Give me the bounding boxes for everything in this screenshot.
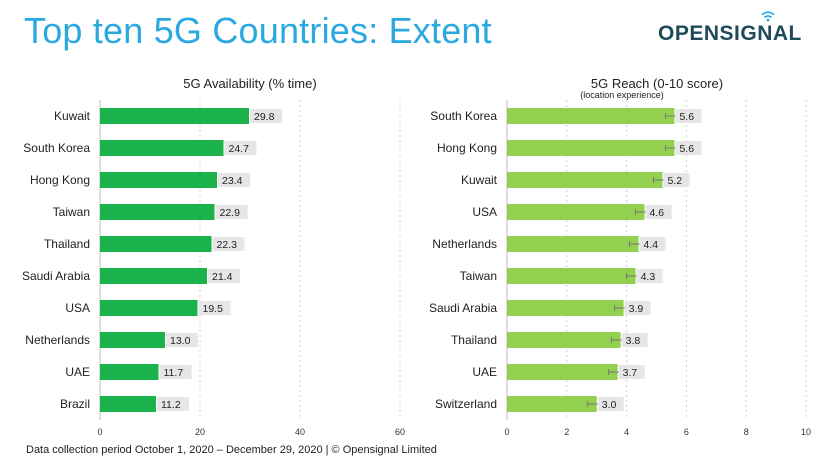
left-category-label: Saudi Arabia (22, 269, 90, 283)
right-tick-label: 6 (684, 427, 689, 437)
left-category-label: Kuwait (54, 109, 91, 123)
right-data-label: 3.0 (602, 399, 617, 411)
right-category-label: Switzerland (435, 397, 497, 411)
right-data-label-bg (618, 365, 645, 379)
right-category-label: Taiwan (460, 269, 497, 283)
left-data-label: 19.5 (203, 303, 224, 315)
left-data-label-bg (212, 237, 245, 251)
right-tick-label: 0 (504, 427, 509, 437)
left-bar (100, 204, 215, 220)
right-data-label-bg (639, 237, 666, 251)
left-data-label: 11.2 (161, 399, 181, 411)
right-data-label: 4.4 (644, 239, 659, 251)
left-bar (100, 236, 212, 252)
left-chart-title: 5G Availability (% time) (183, 76, 317, 91)
right-data-label-bg (621, 333, 648, 347)
left-data-label-bg (208, 269, 240, 283)
right-bar (507, 268, 636, 284)
right-data-label-bg (636, 269, 663, 283)
left-bar (100, 172, 217, 188)
right-bar (507, 300, 624, 316)
left-category-label: Taiwan (53, 205, 90, 219)
left-data-label-bg (218, 173, 250, 187)
left-bar (100, 108, 249, 124)
left-data-label: 22.3 (217, 239, 238, 251)
left-tick-label: 60 (395, 427, 405, 437)
left-bar (100, 364, 159, 380)
right-bar (507, 236, 639, 252)
left-data-label: 29.8 (254, 111, 275, 123)
right-data-label-bg (624, 301, 651, 315)
left-tick-label: 20 (195, 427, 205, 437)
right-bar (507, 172, 663, 188)
right-tick-label: 4 (624, 427, 629, 437)
left-data-label: 24.7 (229, 143, 250, 155)
footer-note: Data collection period October 1, 2020 –… (26, 444, 437, 456)
left-category-label: Hong Kong (30, 173, 90, 187)
right-data-label-bg (645, 205, 672, 219)
left-bar (100, 332, 165, 348)
left-bar (100, 300, 198, 316)
right-data-label: 3.9 (629, 303, 644, 315)
signal-icon (761, 11, 775, 22)
right-bar (507, 204, 645, 220)
logo-text: OPENSIGNAL (658, 22, 802, 45)
right-data-label-bg (597, 397, 624, 411)
right-bar (507, 140, 675, 156)
right-data-label: 3.8 (626, 335, 641, 347)
left-data-label: 21.4 (212, 271, 233, 283)
right-tick-label: 2 (564, 427, 569, 437)
left-data-label-bg (198, 301, 231, 315)
left-data-label-bg (166, 333, 198, 347)
right-category-label: UAE (472, 365, 497, 379)
left-category-label: USA (65, 301, 90, 315)
right-bar (507, 396, 597, 412)
left-data-label-bg (224, 141, 257, 155)
left-category-label: Brazil (60, 397, 90, 411)
right-chart-title: 5G Reach (0-10 score) (590, 76, 724, 91)
right-category-label: Kuwait (461, 173, 498, 187)
right-data-label: 5.6 (679, 111, 694, 123)
right-bar (507, 332, 621, 348)
right-category-label: Saudi Arabia (429, 301, 497, 315)
right-data-label: 5.6 (679, 143, 694, 155)
left-data-label-bg (159, 365, 192, 379)
right-tick-label: 8 (744, 427, 749, 437)
left-data-label: 22.9 (220, 207, 241, 219)
left-data-label-bg (215, 205, 248, 219)
left-category-label: UAE (65, 365, 90, 379)
right-category-label: Netherlands (432, 237, 497, 251)
right-category-label: Thailand (451, 333, 497, 347)
page-title: Top ten 5G Countries: Extent (24, 10, 492, 51)
left-category-label: Thailand (44, 237, 90, 251)
right-data-label-bg (675, 141, 702, 155)
left-category-label: South Korea (23, 141, 90, 155)
left-bar (100, 268, 207, 284)
right-category-label: South Korea (430, 109, 497, 123)
right-category-label: USA (472, 205, 497, 219)
left-tick-label: 40 (295, 427, 305, 437)
right-data-label-bg (663, 173, 690, 187)
left-data-label: 11.7 (164, 367, 184, 379)
right-bar (507, 108, 675, 124)
left-data-label-bg (250, 109, 282, 123)
right-data-label: 3.7 (623, 367, 638, 379)
left-data-label: 23.4 (222, 175, 243, 187)
right-bar (507, 364, 618, 380)
left-tick-label: 0 (97, 427, 102, 437)
right-chart-subtitle: (location experience) (580, 90, 664, 100)
opensignal-logo: OPENSIGNAL (658, 11, 802, 46)
left-data-label: 13.0 (170, 335, 191, 347)
left-category-label: Netherlands (25, 333, 90, 347)
right-tick-label: 10 (801, 427, 811, 437)
left-bar (100, 140, 224, 156)
right-data-label: 5.2 (667, 175, 682, 187)
right-data-label: 4.6 (650, 207, 665, 219)
left-data-label-bg (157, 397, 189, 411)
left-bar (100, 396, 156, 412)
right-data-label-bg (675, 109, 702, 123)
right-category-label: Hong Kong (437, 141, 497, 155)
right-data-label: 4.3 (641, 271, 656, 283)
